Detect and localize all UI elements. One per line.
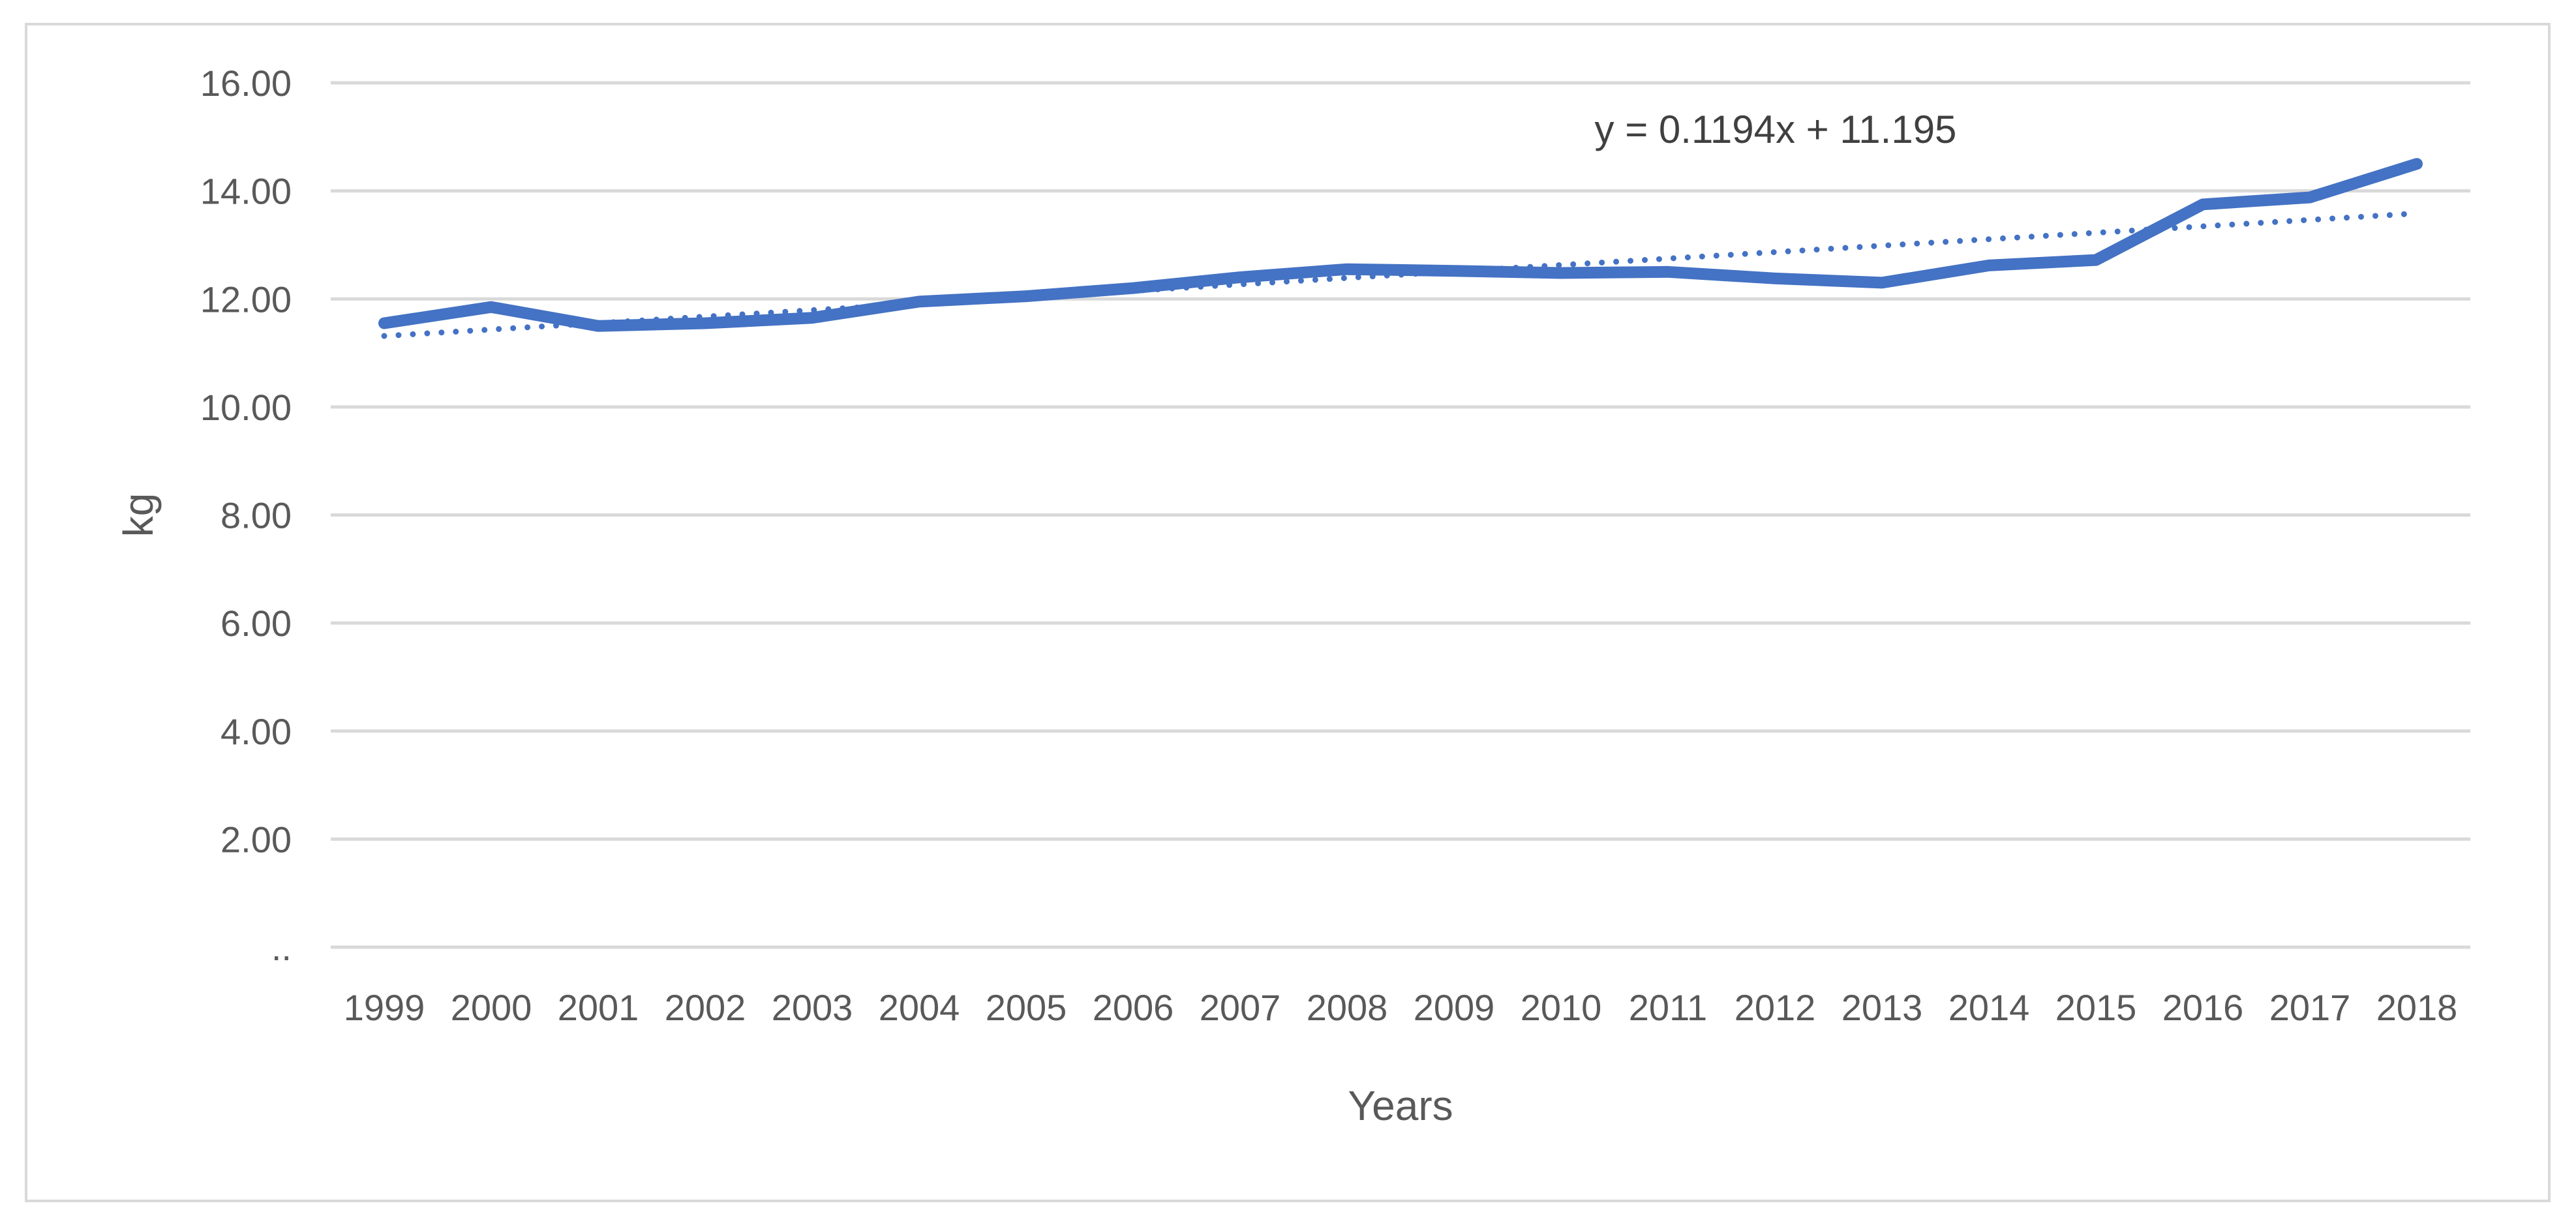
x-tick-label: 2005 bbox=[986, 987, 1067, 1028]
y-axis-ticks: .. 2.00 4.00 6.00 8.00 10.00 12.00 14.00 16.00 bbox=[200, 63, 292, 968]
x-tick-label: 2009 bbox=[1414, 987, 1495, 1028]
y-tick-label: 10.00 bbox=[200, 387, 292, 428]
x-tick-label: 2002 bbox=[665, 987, 746, 1028]
x-tick-label: 2004 bbox=[879, 987, 960, 1028]
x-tick-label: 2013 bbox=[1841, 987, 1923, 1028]
x-axis-ticks: 1999 2000 2001 2002 2003 2004 2005 2006 2007 2008… bbox=[344, 987, 2458, 1028]
y-tick-label: 8.00 bbox=[220, 495, 292, 536]
x-tick-label: 2000 bbox=[451, 987, 532, 1028]
x-tick-label: 2012 bbox=[1735, 987, 1816, 1028]
y-tick-label: 16.00 bbox=[200, 63, 292, 104]
gridlines bbox=[331, 81, 2470, 949]
x-tick-label: 2011 bbox=[1629, 987, 1707, 1028]
y-tick-label: 2.00 bbox=[220, 819, 292, 860]
x-tick-label: 2010 bbox=[1521, 987, 1602, 1028]
y-tick-label: 4.00 bbox=[220, 711, 292, 752]
series-line bbox=[378, 158, 2423, 332]
x-tick-label: 2007 bbox=[1200, 987, 1281, 1028]
y-axis-title: kg bbox=[115, 493, 162, 538]
x-axis-title: Years bbox=[1348, 1082, 1453, 1129]
y-tick-label: .. bbox=[271, 927, 292, 968]
y-tick-label: 6.00 bbox=[220, 603, 292, 644]
x-tick-label: 2001 bbox=[558, 987, 639, 1028]
x-tick-label: 2003 bbox=[772, 987, 853, 1028]
y-tick-label: 12.00 bbox=[200, 279, 292, 320]
chart-frame: .. 2.00 4.00 6.00 8.00 10.00 12.00 14.00 16.00 1… bbox=[25, 23, 2551, 1202]
x-tick-label: 2006 bbox=[1093, 987, 1174, 1028]
x-tick-label: 2018 bbox=[2376, 987, 2458, 1028]
trendline-equation: y = 0.1194x + 11.195 bbox=[1595, 108, 1957, 151]
x-tick-label: 2008 bbox=[1307, 987, 1388, 1028]
x-tick-label: 2017 bbox=[2269, 987, 2351, 1028]
series-layer bbox=[378, 158, 2423, 332]
x-tick-label: 2015 bbox=[2055, 987, 2137, 1028]
x-tick-label: 2014 bbox=[1948, 987, 2030, 1028]
x-tick-label: 2016 bbox=[2162, 987, 2244, 1028]
y-tick-label: 14.00 bbox=[200, 171, 292, 212]
x-tick-label: 1999 bbox=[344, 987, 425, 1028]
line-chart: .. 2.00 4.00 6.00 8.00 10.00 12.00 14.00 16.00 1… bbox=[115, 63, 2470, 1129]
